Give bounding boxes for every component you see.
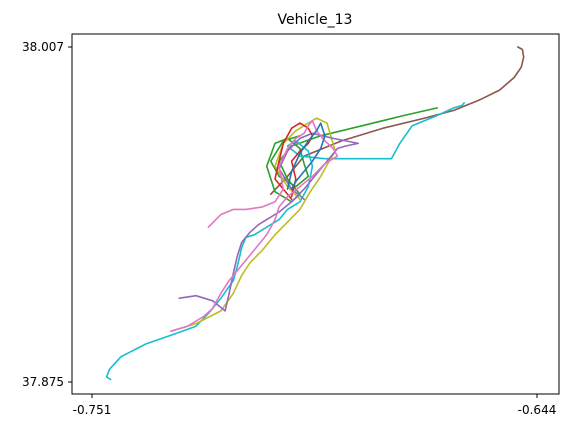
y-tick-label-2: 37.875 [22, 375, 64, 389]
trajectory-line-6 [274, 122, 314, 201]
x-tick-label-2: -0.644 [518, 403, 557, 417]
trajectory-line-1 [270, 46, 525, 195]
y-tick-label-1: 38.007 [22, 40, 64, 54]
chart-title: Vehicle_13 [278, 12, 353, 28]
trajectory-series-group [105, 46, 525, 381]
x-tick-label-1: -0.751 [73, 403, 112, 417]
plot-frame [71, 33, 560, 395]
trajectory-line-8 [286, 122, 326, 190]
trajectory-line-3 [105, 102, 465, 381]
trajectory-line-7 [170, 119, 339, 332]
trajectory-line-5 [178, 132, 359, 312]
axis-ticks: -0.751 -0.644 38.007 37.875 [22, 40, 556, 417]
trajectory-line-4 [170, 117, 337, 332]
